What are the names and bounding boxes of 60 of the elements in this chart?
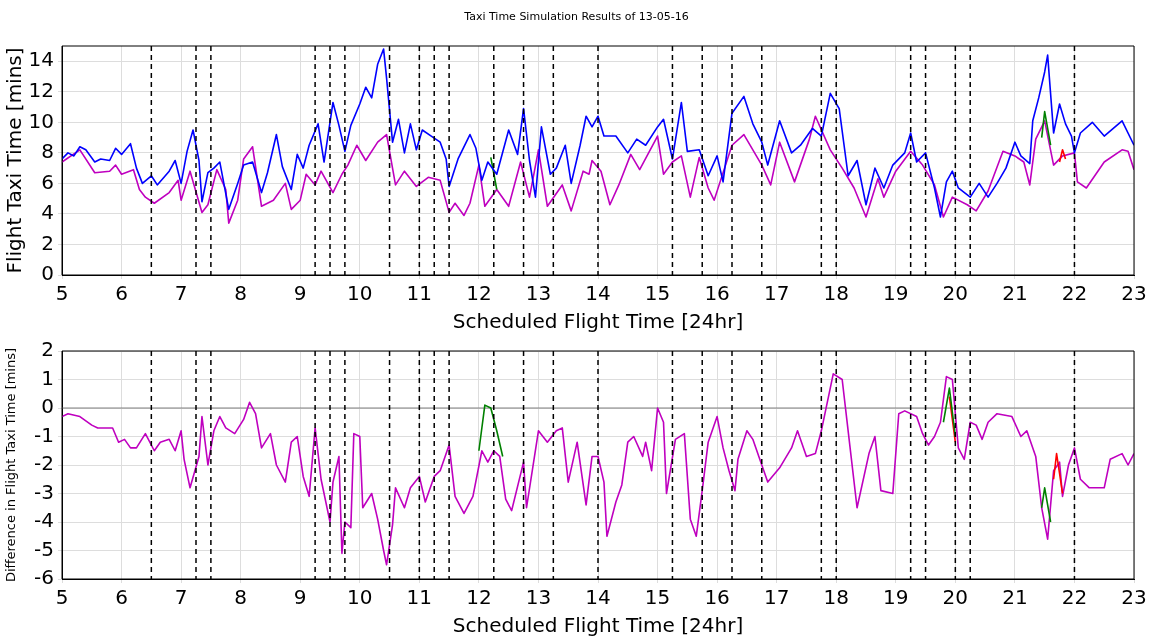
x-tick-label: 9 [293, 281, 307, 306]
y-tick-label: 10 [28, 108, 54, 133]
y-tick-label: -4 [34, 508, 54, 533]
x-tick-label: 5 [55, 281, 69, 306]
x-tick-label: 19 [883, 585, 909, 610]
y-tick-label: 6 [41, 169, 54, 194]
x-axis-title: Scheduled Flight Time [24hr] [452, 613, 744, 638]
y-tick-label: 2 [41, 337, 54, 362]
x-tick-label: 17 [763, 281, 790, 306]
x-tick-label: 11 [406, 281, 433, 306]
x-tick-label: 11 [406, 585, 433, 610]
y-tick-label: 14 [28, 47, 54, 72]
y-tick-label: 1 [41, 365, 54, 390]
x-tick-label: 7 [174, 281, 188, 306]
x-tick-label: 6 [115, 281, 128, 306]
y-axis-title: Difference in Flight Taxi Time [mins] [3, 347, 19, 583]
x-tick-label: 19 [883, 281, 909, 306]
x-tick-label: 14 [585, 585, 611, 610]
x-tick-label: 8 [234, 585, 248, 610]
x-tick-label: 14 [585, 281, 611, 306]
y-axis-title: Flight Taxi Time [mins] [2, 47, 27, 274]
y-tick-label: -1 [34, 422, 54, 447]
x-tick-label: 10 [347, 585, 373, 610]
x-axis-title: Scheduled Flight Time [24hr] [452, 309, 744, 334]
y-tick-label: 0 [41, 261, 54, 286]
x-tick-label: 18 [823, 281, 849, 306]
x-tick-label: 21 [1002, 281, 1028, 306]
x-tick-label: 16 [704, 585, 730, 610]
y-tick-label: -2 [34, 451, 54, 476]
y-tick-label: 8 [41, 139, 54, 164]
x-tick-label: 15 [644, 585, 671, 610]
x-tick-label: 21 [1002, 585, 1028, 610]
x-tick-label: 22 [1061, 281, 1088, 306]
x-tick-label: 20 [942, 585, 969, 610]
x-tick-label: 9 [293, 585, 307, 610]
x-tick-label: 18 [823, 585, 849, 610]
y-tick-label: 4 [41, 200, 54, 225]
x-tick-label: 15 [644, 281, 671, 306]
y-tick-label: -3 [34, 479, 54, 504]
y-tick-label: -6 [34, 565, 54, 590]
x-tick-label: 22 [1061, 585, 1088, 610]
y-tick-label: 2 [41, 230, 54, 255]
x-tick-label: 17 [763, 585, 790, 610]
y-tick-label: 12 [28, 78, 54, 102]
x-tick-label: 12 [466, 281, 492, 306]
x-tick-label: 13 [525, 281, 552, 306]
x-tick-label: 13 [525, 585, 552, 610]
x-tick-label: 7 [174, 585, 188, 610]
chart-title: Taxi Time Simulation Results of 13-05-16 [463, 9, 690, 25]
x-tick-label: 5 [55, 585, 69, 610]
x-tick-label: 23 [1121, 281, 1147, 306]
x-tick-label: 20 [942, 281, 969, 306]
x-tick-label: 23 [1121, 585, 1147, 610]
x-tick-label: 8 [234, 281, 248, 306]
x-tick-label: 16 [704, 281, 730, 306]
y-tick-label: -5 [34, 536, 54, 561]
x-tick-label: 6 [115, 585, 128, 610]
x-tick-label: 12 [466, 585, 492, 610]
x-tick-label: 10 [347, 281, 373, 306]
y-tick-label: 0 [41, 394, 54, 419]
